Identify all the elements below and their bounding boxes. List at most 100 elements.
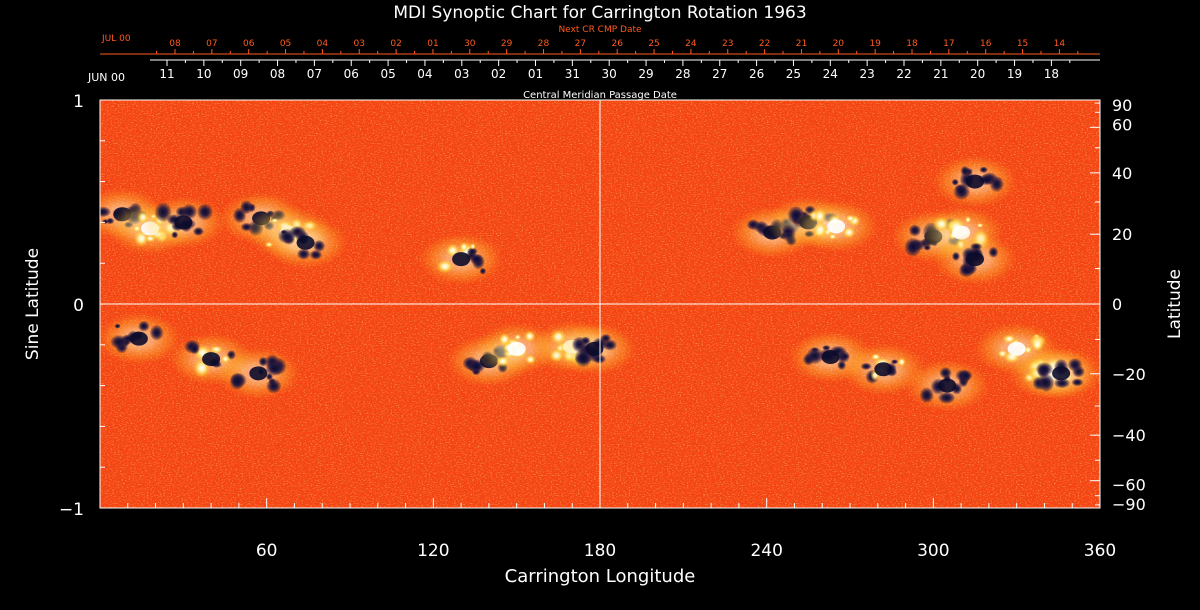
positive-flux-patch — [964, 216, 972, 224]
y-right-tick-label: −40 — [1112, 426, 1146, 445]
x-axis: 60 120 180 240 300 360 — [99, 498, 1116, 561]
positive-flux-patch — [812, 221, 828, 239]
top-axis-next-cmp-tick-label: 23 — [722, 39, 733, 49]
top-axis-next-cmp-tick-label: 14 — [1054, 39, 1066, 49]
top-axis-cmp-tick-label: 11 — [159, 67, 174, 81]
top-axis-next-cmp-tick-label: 28 — [538, 39, 550, 49]
top-axis-next-cmp: 08 07 06 05 04 03 02 01 30 29 28 27 26 25 24 23 22 21 20 19… — [100, 39, 1100, 55]
top-axis-cmp-tick-label: 07 — [307, 67, 322, 81]
negative-flux-patch — [296, 248, 311, 260]
y-right-tick-label: −60 — [1112, 476, 1146, 495]
x-tick-label: 60 — [256, 541, 278, 561]
top-axis-cmp-tick-label: 23 — [860, 67, 875, 81]
top-axis-next-cmp-tick-label: 17 — [943, 39, 954, 49]
negative-flux-patch — [805, 347, 824, 365]
negative-flux-patch — [171, 231, 179, 239]
y-right-tick-label: 60 — [1112, 115, 1132, 134]
negative-flux-patch — [979, 166, 988, 174]
top-axis-cmp-tick-label: 26 — [749, 67, 764, 81]
top-axis-cmp-tick-label: 18 — [1044, 67, 1059, 81]
top-axis-next-cmp-tick-label: 24 — [685, 39, 697, 49]
negative-flux-core — [874, 362, 893, 377]
positive-flux-patch — [436, 259, 454, 274]
negative-flux-patch — [989, 175, 1005, 193]
top-axis-next-cmp-tick-label: 27 — [575, 39, 586, 49]
positive-flux-patch — [870, 353, 881, 361]
top-axis-next-cmp-tick-label: 20 — [833, 39, 845, 49]
negative-flux-patch — [969, 242, 983, 251]
positive-flux-patch — [897, 357, 906, 367]
positive-flux-patch — [813, 208, 827, 225]
negative-flux-core — [585, 341, 604, 356]
negative-flux-patch — [592, 354, 607, 364]
top-axis-cmp-tick-label: 04 — [417, 67, 432, 81]
y-right-tick-label: −20 — [1112, 365, 1146, 384]
negative-flux-patch — [149, 324, 164, 341]
top-axis-next-cmp-tick-label: 25 — [648, 39, 659, 49]
top-axis-cmp-tick-label: 29 — [638, 67, 653, 81]
negative-flux-core — [1052, 366, 1071, 381]
y-left-tick-label: 0 — [73, 296, 84, 316]
negative-flux-patch — [479, 267, 487, 275]
negative-flux-patch — [951, 251, 961, 262]
negative-flux-patch — [100, 206, 112, 218]
top-axis-next-cmp-tick-label: 05 — [280, 39, 291, 49]
negative-flux-patch — [102, 218, 109, 225]
negative-flux-patch — [114, 323, 121, 329]
negative-flux-patch — [192, 226, 204, 236]
negative-flux-patch — [958, 263, 975, 278]
top-axis-next-cmp-tick-label: 02 — [390, 39, 401, 49]
negative-flux-core — [202, 352, 221, 367]
y-right-tick-label: −90 — [1112, 495, 1146, 514]
y-right-tick-label: 20 — [1112, 225, 1132, 244]
negative-flux-patch — [189, 343, 200, 355]
negative-flux-patch — [919, 387, 934, 404]
top-axis-cmp-tick-label: 01 — [528, 67, 543, 81]
x-tick-label: 360 — [1084, 541, 1116, 561]
top-axis-cmp-tick-label: 30 — [602, 67, 617, 81]
negative-flux-core — [821, 350, 840, 365]
negative-flux-patch — [937, 391, 956, 404]
negative-flux-patch — [239, 200, 254, 215]
top-axis-cmp-tick-label: 24 — [823, 67, 838, 81]
y-left-tick-label: −1 — [59, 500, 84, 520]
negative-flux-core — [249, 366, 268, 381]
negative-flux-core — [966, 252, 984, 267]
negative-flux-patch — [154, 201, 172, 223]
top-axis-cmp-tick-label: 03 — [454, 67, 469, 81]
negative-flux-patch — [908, 224, 922, 237]
positive-flux-patch — [933, 216, 950, 232]
positive-flux-patch — [842, 226, 856, 239]
negative-flux-patch — [1067, 357, 1083, 372]
top-axis-cmp-tick-label: 25 — [786, 67, 801, 81]
negative-flux-patch — [602, 339, 618, 351]
x-tick-label: 120 — [417, 541, 449, 561]
negative-flux-patch — [229, 372, 245, 391]
top-axis-next-cmp-tick-label: 30 — [464, 39, 476, 49]
positive-flux-core — [507, 341, 526, 356]
y-axis-left-label: Sine Latitude — [23, 248, 43, 360]
negative-flux-core — [174, 215, 193, 230]
negative-flux-core — [452, 252, 471, 267]
x-tick-label: 180 — [584, 541, 616, 561]
negative-flux-patch — [1035, 362, 1054, 377]
positive-flux-patch — [525, 354, 537, 365]
y-axis-right-label: Latitude — [1165, 269, 1185, 339]
negative-flux-patch — [988, 246, 999, 258]
negative-flux-patch — [265, 360, 283, 377]
negative-flux-patch — [309, 249, 323, 260]
y-left-tick-label: 1 — [73, 92, 84, 112]
negative-flux-patch — [960, 165, 970, 177]
top-axis-cmp-tick-label: 02 — [491, 67, 506, 81]
positive-flux-core — [1007, 341, 1026, 356]
negative-flux-patch — [313, 239, 326, 253]
top-axis-cmp-label: Central Meridian Passage Date — [523, 90, 677, 101]
top-axis-next-cmp-tick-label: 08 — [169, 39, 181, 49]
top-axis-cmp-tick-label: 05 — [380, 67, 395, 81]
positive-flux-patch — [496, 355, 510, 367]
reference-lines — [100, 100, 1100, 508]
top-axis-next-cmp-tick-label: 26 — [611, 39, 623, 49]
negative-flux-patch — [1053, 377, 1071, 389]
top-axis-next-cmp-tick-label: 15 — [1017, 39, 1028, 49]
